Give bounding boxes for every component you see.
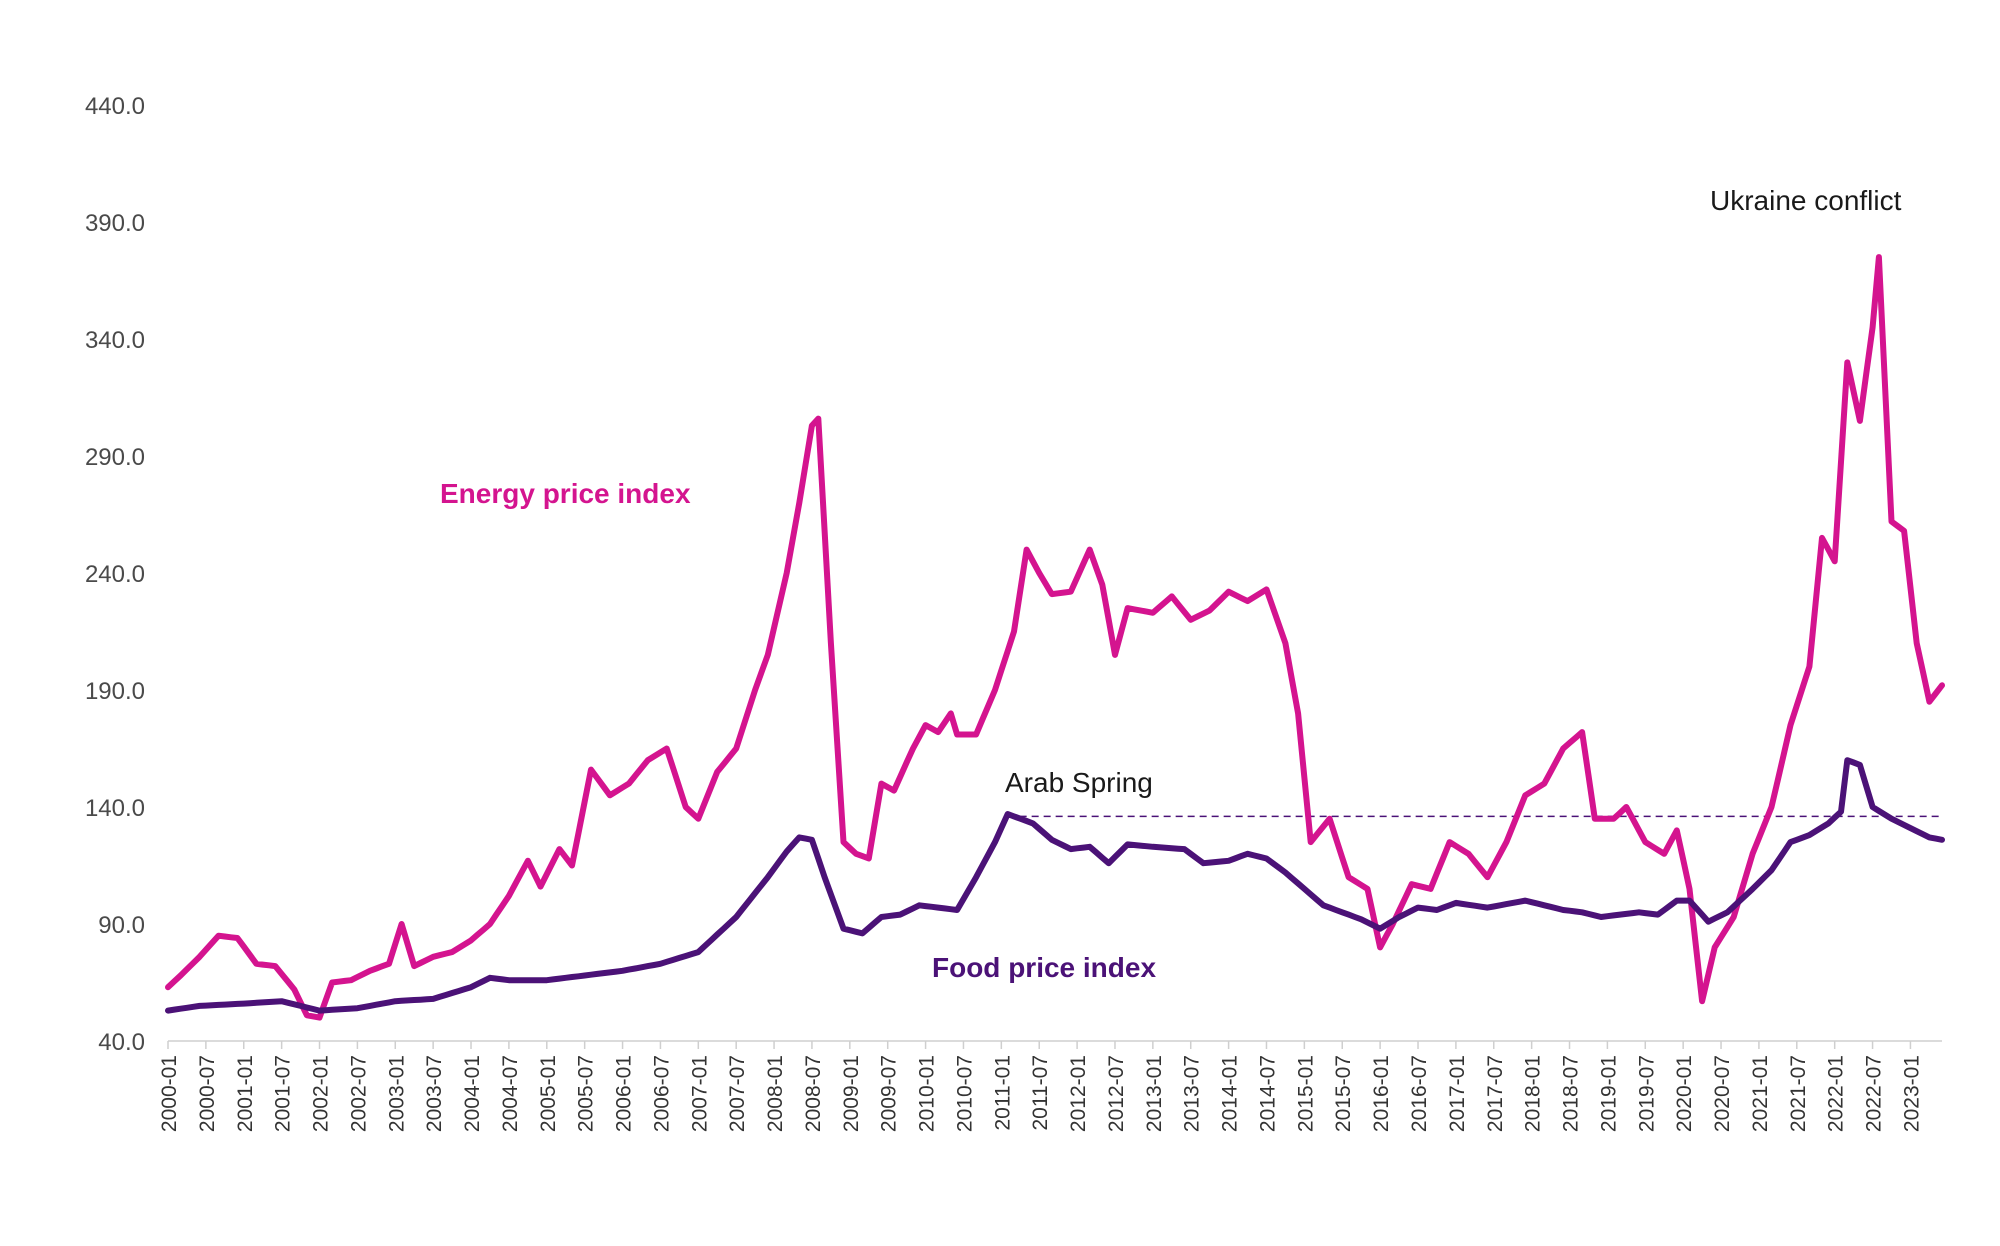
y-axis: 40.0 90.0 140.0 190.0 240.0 290.0 340.0 390.0 44… <box>85 93 145 1056</box>
x-tick-label: 2019-07 <box>1635 1055 1658 1132</box>
x-tick-label: 2012-07 <box>1105 1055 1128 1132</box>
y-tick-label: 190.0 <box>85 678 145 705</box>
x-tick-label: 2006-01 <box>613 1055 636 1132</box>
y-tick-label: 440.0 <box>85 93 145 120</box>
x-tick-label: 2009-01 <box>840 1055 863 1132</box>
x-tick-label: 2022-01 <box>1825 1055 1848 1132</box>
y-tick-label: 90.0 <box>98 912 145 939</box>
x-tick-label: 2000-01 <box>158 1055 181 1132</box>
x-tick-label: 2003-01 <box>385 1055 408 1132</box>
x-tick-label: 2021-07 <box>1787 1055 1810 1132</box>
x-tick-label: 2002-01 <box>310 1055 333 1132</box>
x-tick-label: 2011-07 <box>1029 1055 1052 1131</box>
y-tick-label: 290.0 <box>85 444 145 471</box>
series-layer <box>165 254 1945 1021</box>
x-tick-label: 2009-07 <box>878 1055 901 1132</box>
energy-series-label: Energy price index <box>440 478 691 509</box>
y-tick-label: 390.0 <box>85 210 145 237</box>
y-tick-label: 40.0 <box>98 1029 145 1056</box>
x-tick-label: 2005-07 <box>575 1055 598 1132</box>
x-tick-label: 2010-01 <box>916 1055 939 1132</box>
x-tick-label: 2014-07 <box>1256 1055 1279 1132</box>
x-tick-label: 2001-07 <box>272 1055 295 1132</box>
food-series-line <box>165 757 1945 1014</box>
x-tick-label: 2016-07 <box>1408 1055 1431 1132</box>
x-tick-label: 2018-07 <box>1560 1055 1583 1132</box>
y-tick-label: 340.0 <box>85 327 145 354</box>
food-series-label: Food price index <box>932 952 1156 983</box>
x-tick-label: 2021-01 <box>1749 1055 1772 1132</box>
x-tick-label: 2018-01 <box>1522 1055 1545 1132</box>
x-tick-label: 2023-01 <box>1900 1055 1923 1132</box>
x-tick-label: 2011-01 <box>991 1055 1014 1131</box>
x-axis: 2000-01 2000-07 2001-01 2001-07 2002-01 2002-… <box>158 1040 1942 1132</box>
x-tick-label: 2014-01 <box>1219 1055 1242 1132</box>
x-tick-label: 2015-01 <box>1294 1055 1317 1132</box>
x-tick-label: 2007-07 <box>726 1055 749 1132</box>
x-tick-label: 2020-07 <box>1711 1055 1734 1132</box>
energy-series-line <box>165 254 1945 1021</box>
x-tick-label: 2012-01 <box>1067 1055 1090 1132</box>
x-tick-label: 2006-07 <box>650 1055 673 1132</box>
arab-spring-annotation: Arab Spring <box>1005 767 1153 798</box>
x-tick-label: 2001-01 <box>234 1055 257 1132</box>
x-tick-label: 2016-01 <box>1370 1055 1393 1132</box>
x-tick-label: 2008-07 <box>802 1055 825 1132</box>
x-tick-label: 2013-01 <box>1143 1055 1166 1132</box>
x-tick-label: 2008-01 <box>764 1055 787 1132</box>
x-tick-label: 2004-07 <box>499 1055 522 1132</box>
x-tick-label: 2020-01 <box>1673 1055 1696 1132</box>
x-tick-label: 2022-07 <box>1863 1055 1886 1132</box>
x-tick-label: 2017-07 <box>1484 1055 1507 1132</box>
x-tick-label: 2017-01 <box>1446 1055 1469 1132</box>
x-tick-label: 2005-01 <box>537 1055 560 1132</box>
x-tick-label: 2013-07 <box>1181 1055 1204 1132</box>
x-tick-label: 2007-01 <box>688 1055 711 1132</box>
x-tick-label: 2003-07 <box>423 1055 446 1132</box>
ukraine-conflict-annotation: Ukraine conflict <box>1710 185 1902 216</box>
x-tick-label: 2010-07 <box>953 1055 976 1132</box>
y-tick-label: 240.0 <box>85 561 145 588</box>
y-tick-label: 140.0 <box>85 795 145 822</box>
x-tick-label: 2019-01 <box>1597 1055 1620 1132</box>
x-tick-label: 2004-01 <box>461 1055 484 1132</box>
x-tick-label: 2002-07 <box>347 1055 370 1132</box>
x-tick-label: 2000-07 <box>196 1055 219 1132</box>
x-tick-label: 2015-07 <box>1332 1055 1355 1132</box>
